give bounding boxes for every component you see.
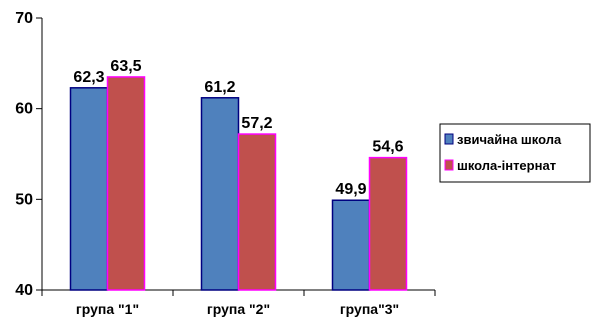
x-tick-label: група "2" — [207, 301, 270, 317]
legend-label: школа-інтернат — [457, 158, 556, 173]
legend-label: звичайна школа — [457, 132, 562, 147]
y-tick-label: 50 — [15, 191, 33, 208]
bar — [368, 156, 408, 291]
legend-box — [439, 123, 591, 183]
bar — [200, 97, 240, 291]
data-label: 54,6 — [372, 139, 403, 156]
x-tick-label: група"3" — [340, 301, 399, 317]
bar — [69, 87, 109, 291]
legend-swatch — [444, 159, 454, 171]
data-label: 57,2 — [241, 115, 272, 132]
data-label: 61,2 — [204, 79, 235, 96]
bar — [331, 199, 371, 291]
data-label: 49,9 — [335, 181, 366, 198]
bar — [106, 76, 146, 291]
y-tick-label: 60 — [15, 101, 33, 118]
bar — [237, 133, 277, 291]
x-axis: група "1" група "2" група"3" — [41, 289, 436, 317]
bars — [69, 76, 408, 291]
data-labels: 62,3 61,2 49,9 63,5 57,2 54,6 — [73, 58, 403, 198]
x-tick-label: група "1" — [76, 301, 139, 317]
legend-swatch — [444, 133, 454, 145]
data-label: 63,5 — [110, 58, 141, 75]
y-tick-label: 40 — [15, 282, 33, 299]
y-axis: 40 50 60 70 — [15, 10, 43, 299]
data-label: 62,3 — [73, 69, 104, 86]
y-tick-label: 70 — [15, 10, 33, 27]
legend: звичайна школа школа-інтернат — [439, 123, 591, 183]
